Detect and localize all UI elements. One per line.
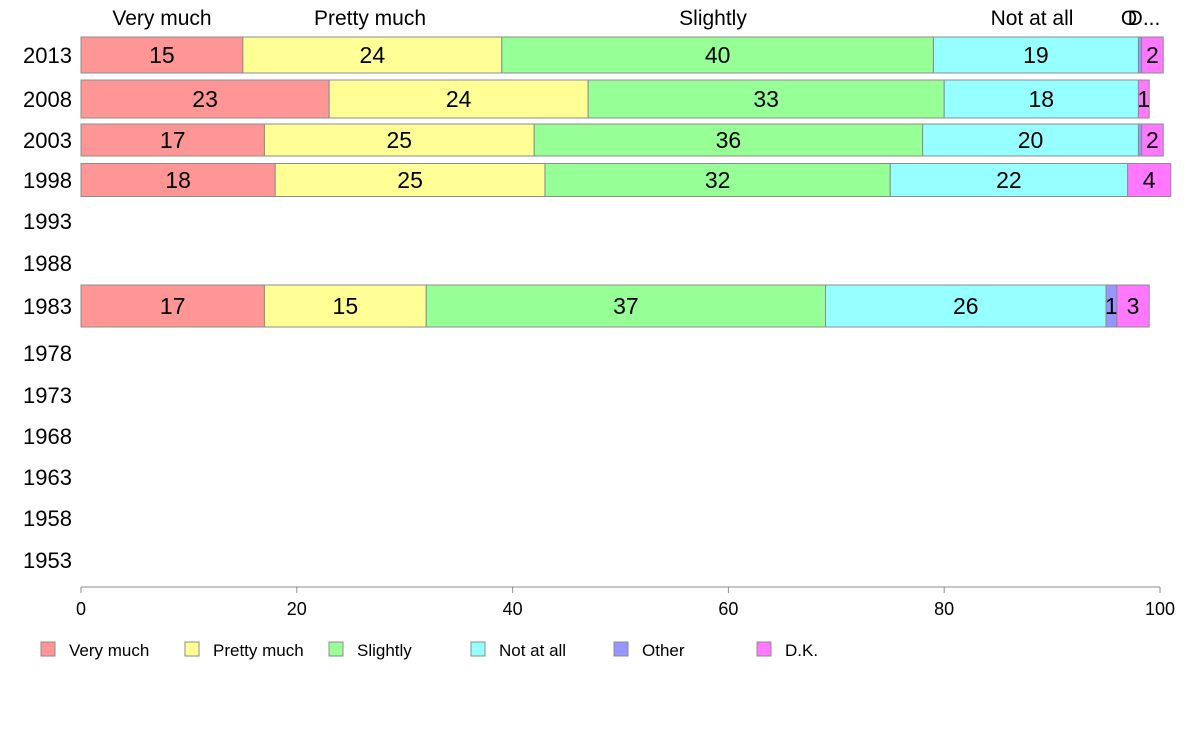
bar-2008-d-k	[1137, 79, 1150, 119]
bar-1983-d-k	[1116, 284, 1150, 328]
legend-label-slightly: Slightly	[357, 641, 412, 660]
year-label-1968: 1968	[23, 424, 72, 449]
bar-1983-not-at-all	[825, 284, 1107, 328]
bar-1998-not-at-all	[889, 163, 1129, 197]
bar-2008-not-at-all	[943, 79, 1139, 119]
legend-swatch-pretty-much	[184, 641, 200, 657]
year-label-1963: 1963	[23, 465, 72, 490]
year-label-1958: 1958	[23, 506, 72, 531]
data-label-1983-slightly: 37	[613, 293, 639, 319]
data-label-2013-not-at-all: 19	[1023, 42, 1049, 68]
data-label-2003-slightly: 36	[716, 127, 742, 153]
data-label-1983-pretty-much: 15	[333, 293, 359, 319]
year-label-2008: 2008	[23, 87, 72, 112]
legend-label-d-k: D.K.	[785, 641, 818, 660]
year-label-2013: 2013	[23, 43, 72, 68]
data-label-2003-d-k: 2	[1146, 127, 1159, 153]
top-label-1: Pretty much	[314, 7, 426, 30]
data-label-2013-d-k: 2	[1146, 42, 1159, 68]
bar-2003-very-much	[80, 123, 265, 157]
legend-swatch-other	[613, 641, 629, 657]
data-label-2003-not-at-all: 20	[1018, 127, 1044, 153]
year-label-1978: 1978	[23, 341, 72, 366]
data-label-1998-not-at-all: 22	[996, 167, 1022, 193]
bar-2003-d-k	[1141, 123, 1164, 157]
data-label-2008-not-at-all: 18	[1029, 86, 1055, 112]
data-label-1998-d-k: 4	[1143, 167, 1156, 193]
bar-2013-pretty-much	[242, 36, 503, 74]
bars: 15 24 40 19 2 23 24 33 18 1 17 25 36 20 2 18 25 32 22 4 17 15…	[80, 36, 1172, 328]
bar-2008-pretty-much	[328, 79, 589, 119]
data-label-1998-very-much: 18	[165, 167, 191, 193]
data-label-1983-very-much: 17	[160, 293, 186, 319]
x-tick-label-100: 100	[1145, 599, 1175, 619]
data-label-2013-slightly: 40	[705, 42, 731, 68]
legend-swatch-not-at-all	[470, 641, 486, 657]
legend: Very much Pretty much Slightly Not at all Ot…	[40, 641, 818, 660]
top-label-0: Very much	[112, 7, 211, 30]
bar-2003-slightly	[533, 123, 924, 157]
bar-1983-very-much	[80, 284, 265, 328]
year-label-1998: 1998	[23, 168, 72, 193]
data-label-2003-very-much: 17	[160, 127, 186, 153]
bar-2003-not-at-all	[922, 123, 1139, 157]
data-label-2008-slightly: 33	[753, 86, 779, 112]
x-tick-label-20: 20	[287, 599, 307, 619]
legend-label-other: Other	[642, 641, 685, 660]
bar-2008-slightly	[587, 79, 945, 119]
top-label-2: Slightly	[679, 7, 747, 30]
year-label-1988: 1988	[23, 251, 72, 276]
top-label-3: Not at all	[991, 7, 1074, 30]
top-category-labels: Very much Pretty much Slightly Not at all OD…	[112, 7, 1160, 30]
data-label-2008-pretty-much: 24	[446, 86, 472, 112]
legend-label-pretty-much: Pretty much	[213, 641, 304, 660]
bar-1983-slightly	[425, 284, 827, 328]
data-label-1998-slightly: 32	[705, 167, 731, 193]
x-tick-label-40: 40	[503, 599, 523, 619]
data-label-2003-pretty-much: 25	[387, 127, 413, 153]
data-label-2013-pretty-much: 24	[360, 42, 386, 68]
x-tick-label-60: 60	[718, 599, 738, 619]
year-label-2003: 2003	[23, 128, 72, 153]
bar-1998-d-k	[1127, 163, 1172, 197]
data-label-2013-very-much: 15	[149, 42, 175, 68]
year-axis-labels: 2013 2008 2003 1998 1993 1988 1983 1978 1973 1968…	[23, 43, 72, 573]
year-label-1983: 1983	[23, 294, 72, 319]
data-label-1983-not-at-all: 26	[953, 293, 979, 319]
legend-swatch-slightly	[328, 641, 344, 657]
bar-2008-very-much	[80, 79, 330, 119]
year-label-1993: 1993	[23, 209, 72, 234]
data-label-2008-very-much: 23	[192, 86, 218, 112]
x-tick-label-0: 0	[76, 599, 86, 619]
data-label-1983-d-k: 3	[1127, 293, 1140, 319]
year-label-1953: 1953	[23, 548, 72, 573]
legend-swatch-d-k	[756, 641, 772, 657]
legend-label-not-at-all: Not at all	[499, 641, 566, 660]
top-label-4: O	[1121, 7, 1137, 30]
data-label-1998-pretty-much: 25	[397, 167, 423, 193]
x-axis: 0 20 40 60 80 100	[76, 586, 1175, 619]
data-label-1983-other: 1	[1105, 293, 1118, 319]
x-tick-label-80: 80	[934, 599, 954, 619]
year-label-1973: 1973	[23, 383, 72, 408]
data-label-2008-d-k: 1	[1137, 86, 1150, 112]
top-label-5: D...	[1128, 7, 1161, 30]
bar-2013-d-k	[1141, 36, 1164, 74]
legend-swatch-very-much	[40, 641, 56, 657]
legend-label-very-much: Very much	[69, 641, 149, 660]
bar-1983-pretty-much	[263, 284, 427, 328]
